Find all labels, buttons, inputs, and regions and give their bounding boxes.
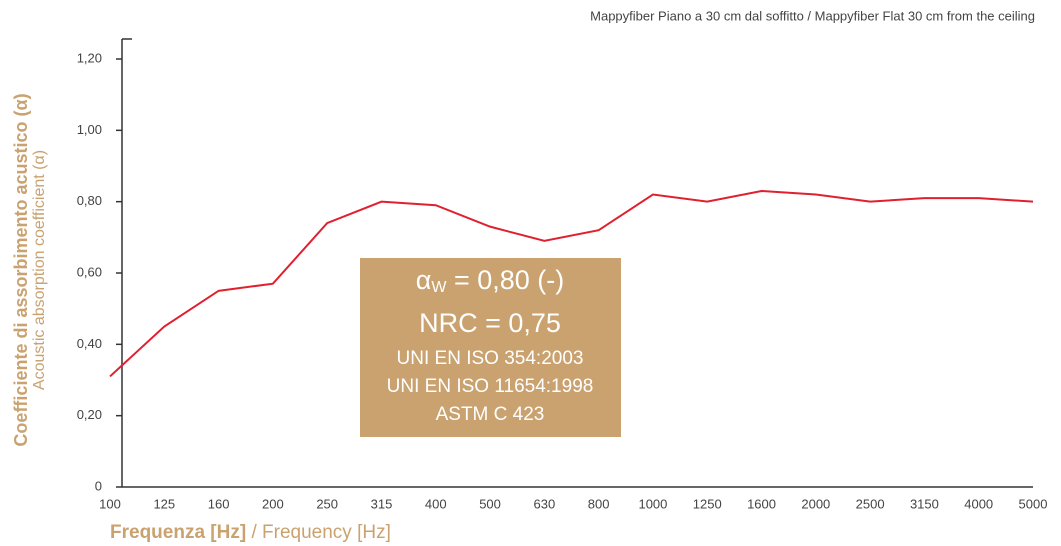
x-tick-label: 2000 bbox=[801, 496, 830, 511]
y-tick-label: 0,60 bbox=[77, 264, 102, 279]
x-tick-label: 125 bbox=[153, 496, 175, 511]
annotation-line: NRC = 0,75 bbox=[419, 308, 561, 338]
x-tick-label: 250 bbox=[316, 496, 338, 511]
y-tick-label: 0 bbox=[95, 478, 102, 493]
y-tick-label: 1,00 bbox=[77, 122, 102, 137]
annotation-line: ASTM C 423 bbox=[436, 404, 545, 425]
x-tick-label: 200 bbox=[262, 496, 284, 511]
y-label: Acoustic absorption coefficient (α) bbox=[31, 150, 48, 390]
x-tick-label: 400 bbox=[425, 496, 447, 511]
x-tick-label: 3150 bbox=[910, 496, 939, 511]
y-tick-label: 0,20 bbox=[77, 407, 102, 422]
x-tick-label: 1000 bbox=[638, 496, 667, 511]
x-tick-label: 100 bbox=[99, 496, 121, 511]
data-line bbox=[109, 189, 1034, 378]
x-tick-label: 315 bbox=[371, 496, 393, 511]
x-tick-label: 2500 bbox=[856, 496, 885, 511]
annotation-symbol: α bbox=[416, 265, 432, 295]
annotation-subscript: W bbox=[431, 279, 447, 296]
x-label: / Frequency [Hz] bbox=[246, 522, 391, 543]
annotation-line: UNI EN ISO 11654:1998 bbox=[387, 376, 594, 397]
y-tick-label: 1,20 bbox=[77, 50, 102, 65]
annotation-bg bbox=[360, 258, 621, 437]
x-tick-label: 1250 bbox=[693, 496, 722, 511]
y-label-bold: Coefficiente di assorbimento acustico (α… bbox=[11, 93, 31, 446]
y-axis-title: Coefficiente di assorbimento acustico (α… bbox=[11, 93, 48, 446]
x-tick-label: 1600 bbox=[747, 496, 776, 511]
x-tick-label: 5000 bbox=[1019, 496, 1048, 511]
annotation-box: αW = 0,80 (-) NRC = 0,75 UNI EN ISO 354:20… bbox=[360, 258, 621, 437]
y-tick-label: 0,40 bbox=[77, 336, 102, 351]
annotation-first: = 0,80 (-) bbox=[446, 265, 564, 295]
annotation-alpha: αW = 0,80 (-) bbox=[416, 265, 565, 296]
y-tick-label: 0,80 bbox=[77, 193, 102, 208]
x-tick-label: 4000 bbox=[964, 496, 993, 511]
chart-title: Mappyfiber Piano a 30 cm dal soffitto / … bbox=[590, 8, 1035, 23]
x-tick-label: 160 bbox=[208, 496, 230, 511]
annotation-line: UNI EN ISO 354:2003 bbox=[397, 348, 584, 369]
x-tick-label: 630 bbox=[534, 496, 556, 511]
x-label-bold: Frequenza [Hz] bbox=[110, 522, 246, 543]
x-tick-label: 800 bbox=[588, 496, 610, 511]
x-tick-label: 500 bbox=[479, 496, 501, 511]
x-axis-title: Frequenza [Hz] / Frequency [Hz] bbox=[110, 522, 391, 543]
